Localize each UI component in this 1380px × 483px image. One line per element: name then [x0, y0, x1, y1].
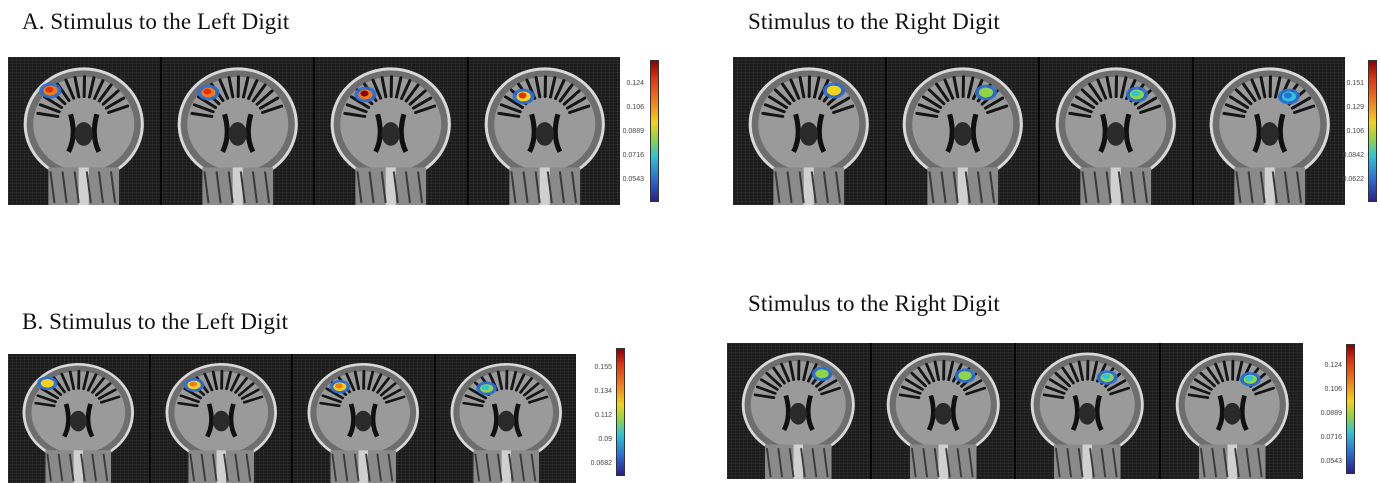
- brain-slice-image: [748, 67, 869, 205]
- brain-slice-image: [902, 67, 1023, 205]
- mri-slice: [1040, 57, 1194, 205]
- colorbar-tick: 0.0716: [622, 152, 644, 159]
- mri-slice: [150, 354, 293, 483]
- colorbar-tick: 0.09: [598, 436, 612, 443]
- brain-slice-image: [177, 67, 298, 205]
- mri-strip-a-left: [8, 57, 620, 205]
- colorbar-tick: 0.0543: [622, 176, 644, 183]
- panel-b-right-title: Stimulus to the Right Digit: [748, 291, 1000, 316]
- colorbar-b-left: [616, 348, 625, 476]
- brain-slice-image: [22, 363, 134, 483]
- colorbar-tick: 0.0682: [590, 460, 612, 467]
- panel-a-right-title: Stimulus to the Right Digit: [748, 9, 1000, 34]
- brain-slice-image: [1175, 352, 1289, 479]
- brain-slice-image: [1209, 67, 1330, 205]
- panel-b-left-title: B. Stimulus to the Left Digit: [22, 309, 289, 334]
- mri-slice: [293, 354, 436, 483]
- mri-slice: [161, 57, 315, 205]
- brain-slice-image: [1055, 67, 1176, 205]
- mri-strip-a-right: [733, 57, 1345, 205]
- mri-slice: [727, 343, 872, 479]
- mri-slice: [871, 343, 1016, 479]
- brain-slice-image: [23, 67, 144, 205]
- mri-slice: [1160, 343, 1303, 479]
- mri-slice: [1193, 57, 1345, 205]
- mri-slice: [1016, 343, 1161, 479]
- colorbar-tick: 0.106: [626, 104, 644, 111]
- brain-slice-image: [886, 352, 1000, 479]
- panel-a-left-title: A. Stimulus to the Left Digit: [22, 9, 290, 34]
- brain-slice-image: [484, 67, 605, 205]
- colorbar-tick: 0.0716: [1320, 434, 1342, 441]
- mri-slice: [8, 57, 162, 205]
- mri-slice: [8, 354, 151, 483]
- mri-slice: [886, 57, 1040, 205]
- colorbar-tick: 0.0543: [1320, 458, 1342, 465]
- colorbar-tick: 0.106: [1324, 386, 1342, 393]
- mri-strip-b-left: [8, 354, 576, 483]
- mri-slice: [315, 57, 469, 205]
- colorbar-tick: 0.134: [594, 388, 612, 395]
- brain-slice-image: [165, 363, 277, 483]
- colorbar-tick: 0.124: [1324, 362, 1342, 369]
- mri-slice: [468, 57, 620, 205]
- brain-slice-image: [1030, 352, 1144, 479]
- colorbar-tick: 0.0622: [1342, 176, 1364, 183]
- brain-slice-image: [330, 67, 451, 205]
- mri-strip-b-right: [727, 343, 1303, 479]
- colorbar-tick: 0.155: [594, 364, 612, 371]
- colorbar-tick: 0.106: [1346, 128, 1364, 135]
- mri-slice: [733, 57, 887, 205]
- brain-slice-image: [741, 352, 855, 479]
- colorbar-tick: 0.112: [595, 412, 612, 419]
- colorbar-a-right: [1368, 60, 1377, 202]
- mri-slice: [435, 354, 576, 483]
- colorbar-tick: 0.0889: [622, 128, 644, 135]
- colorbar-a-left: [650, 60, 659, 202]
- colorbar-tick: 0.151: [1346, 80, 1364, 87]
- brain-slice-image: [450, 363, 562, 483]
- colorbar-tick: 0.0889: [1320, 410, 1342, 417]
- colorbar-tick: 0.0842: [1342, 152, 1364, 159]
- colorbar-b-right: [1346, 344, 1355, 474]
- colorbar-tick: 0.124: [626, 80, 644, 87]
- brain-slice-image: [307, 363, 419, 483]
- colorbar-tick: 0.129: [1346, 104, 1364, 111]
